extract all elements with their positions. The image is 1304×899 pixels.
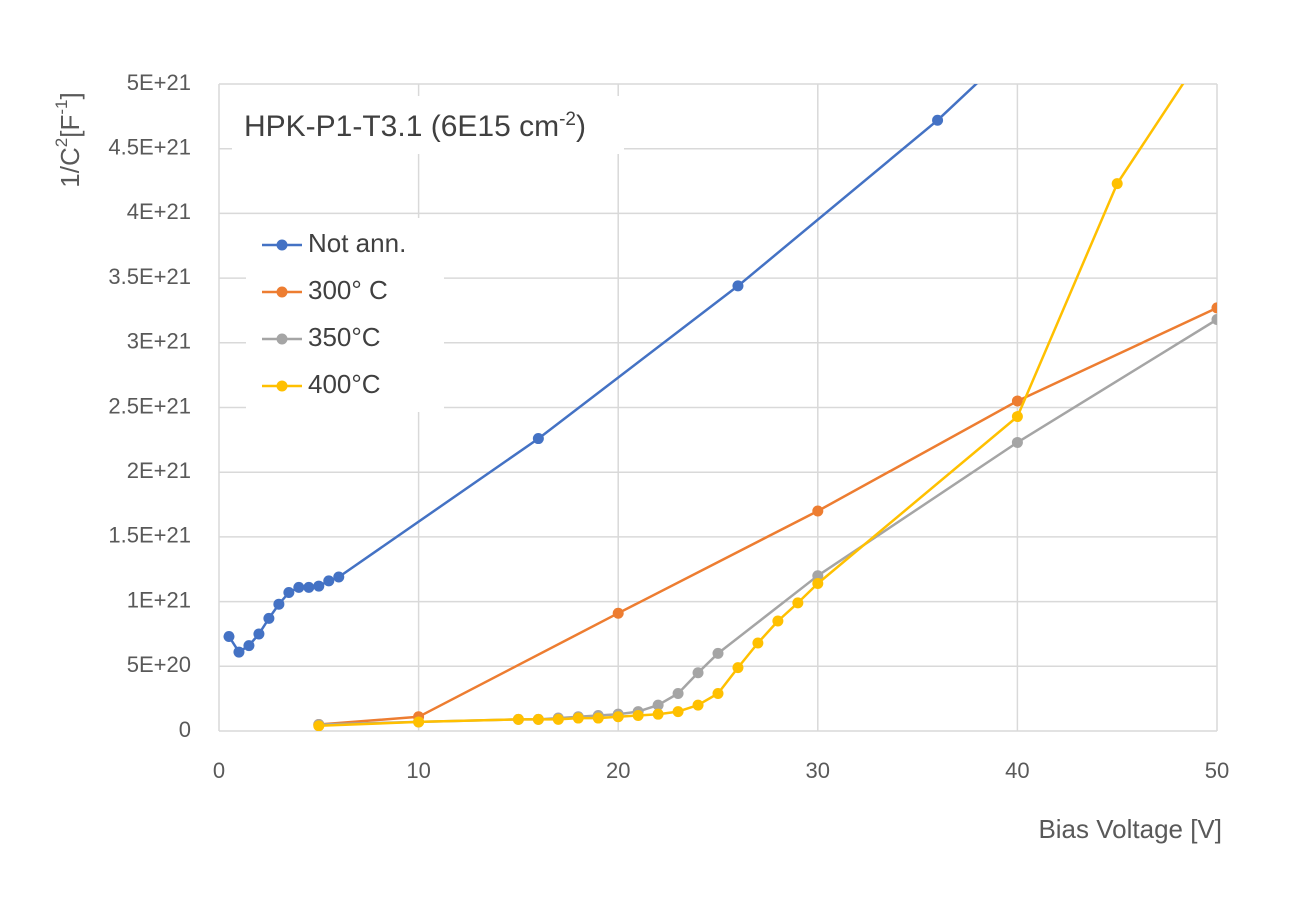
data-point xyxy=(732,280,744,292)
data-point xyxy=(752,637,764,649)
data-point xyxy=(612,607,624,619)
data-point xyxy=(1211,314,1217,326)
data-point xyxy=(532,433,544,445)
data-point xyxy=(1211,302,1217,314)
data-point xyxy=(672,706,684,718)
data-point xyxy=(632,709,644,721)
x-axis-tick-labels: 0 10 20 30 40 50 xyxy=(213,758,1229,783)
title-background xyxy=(232,96,624,154)
series-3 xyxy=(313,314,1217,731)
y-axis-tick-labels: 0 5E+20 1E+21 1.5E+21 2E+21 2.5E+21 3E+21 3.5E+… xyxy=(108,70,191,742)
data-point xyxy=(1212,27,1223,38)
y-tick-label: 1.5E+21 xyxy=(108,523,191,548)
data-point xyxy=(532,713,544,725)
data-point xyxy=(712,687,724,699)
data-point xyxy=(552,713,564,725)
legend-item: Not ann. xyxy=(262,228,406,258)
data-point xyxy=(592,712,604,724)
legend-label: 400°C xyxy=(308,369,381,399)
y-tick-label: 0 xyxy=(179,717,191,742)
data-point xyxy=(712,647,724,659)
data-point xyxy=(932,114,944,126)
data-point xyxy=(263,612,275,624)
data-point xyxy=(333,571,345,583)
legend-swatch-marker xyxy=(276,239,288,251)
y-tick-label: 4.5E+21 xyxy=(108,135,191,160)
data-point xyxy=(273,598,285,610)
y-tick-label: 5E+20 xyxy=(127,652,191,677)
data-point xyxy=(1011,436,1023,448)
legend-item: 300° C xyxy=(262,275,388,305)
data-point xyxy=(652,708,664,720)
data-point xyxy=(812,577,824,589)
x-axis-label: Bias Voltage [V] xyxy=(1038,814,1222,844)
data-point xyxy=(293,581,305,593)
data-point xyxy=(283,587,295,599)
legend-label: Not ann. xyxy=(308,228,406,258)
legend-label: 350°C xyxy=(308,322,381,352)
data-point xyxy=(612,711,624,723)
data-point xyxy=(732,662,744,674)
data-point xyxy=(812,505,824,517)
legend-item: 400°C xyxy=(262,369,381,399)
legend-swatch-marker xyxy=(276,380,288,392)
data-point xyxy=(812,570,824,582)
y-tick-label: 3E+21 xyxy=(127,329,191,354)
series-4 xyxy=(313,27,1223,731)
data-point xyxy=(233,646,245,658)
y-tick-label: 4E+21 xyxy=(127,199,191,224)
data-point xyxy=(303,581,315,593)
legend: Not ann. 300° C 350°C 400°C xyxy=(262,228,406,399)
data-point xyxy=(1111,178,1123,190)
chart-title: HPK-P1-T3.1 (6E15 cm-2) xyxy=(244,109,586,143)
y-tick-label: 2E+21 xyxy=(127,458,191,483)
data-point xyxy=(1012,40,1023,51)
data-point xyxy=(313,720,325,731)
data-point xyxy=(572,712,584,724)
data-point xyxy=(692,699,704,711)
data-point xyxy=(223,631,235,643)
x-tick-label: 0 xyxy=(213,758,225,783)
data-point xyxy=(792,597,804,609)
x-tick-label: 20 xyxy=(606,758,630,783)
data-point xyxy=(313,580,325,592)
legend-item: 350°C xyxy=(262,322,381,352)
data-point xyxy=(323,575,335,587)
x-tick-label: 40 xyxy=(1005,758,1029,783)
x-tick-label: 30 xyxy=(806,758,830,783)
data-point xyxy=(652,699,664,711)
data-point xyxy=(672,687,684,699)
y-axis-label: 1/C2[F-1] xyxy=(52,92,84,187)
data-point xyxy=(413,716,425,728)
legend-background xyxy=(246,218,444,412)
series-line xyxy=(318,306,1217,726)
y-tick-label: 5E+21 xyxy=(127,70,191,95)
data-point xyxy=(772,615,784,627)
data-point xyxy=(512,713,524,725)
x-tick-label: 50 xyxy=(1205,758,1229,783)
y-tick-label: 2.5E+21 xyxy=(108,393,191,418)
data-point xyxy=(1011,395,1023,407)
series-line xyxy=(318,318,1217,726)
series-1 xyxy=(223,40,1023,658)
y-tick-label: 1E+21 xyxy=(127,587,191,612)
data-point xyxy=(1011,411,1023,423)
data-point xyxy=(253,628,265,640)
y-tick-label: 3.5E+21 xyxy=(108,264,191,289)
data-point xyxy=(692,667,704,679)
legend-swatch-marker xyxy=(276,333,288,345)
legend-label: 300° C xyxy=(308,275,388,305)
legend-swatch-marker xyxy=(276,286,288,298)
data-point xyxy=(243,640,255,652)
series-layer xyxy=(223,27,1223,731)
x-tick-label: 10 xyxy=(406,758,430,783)
